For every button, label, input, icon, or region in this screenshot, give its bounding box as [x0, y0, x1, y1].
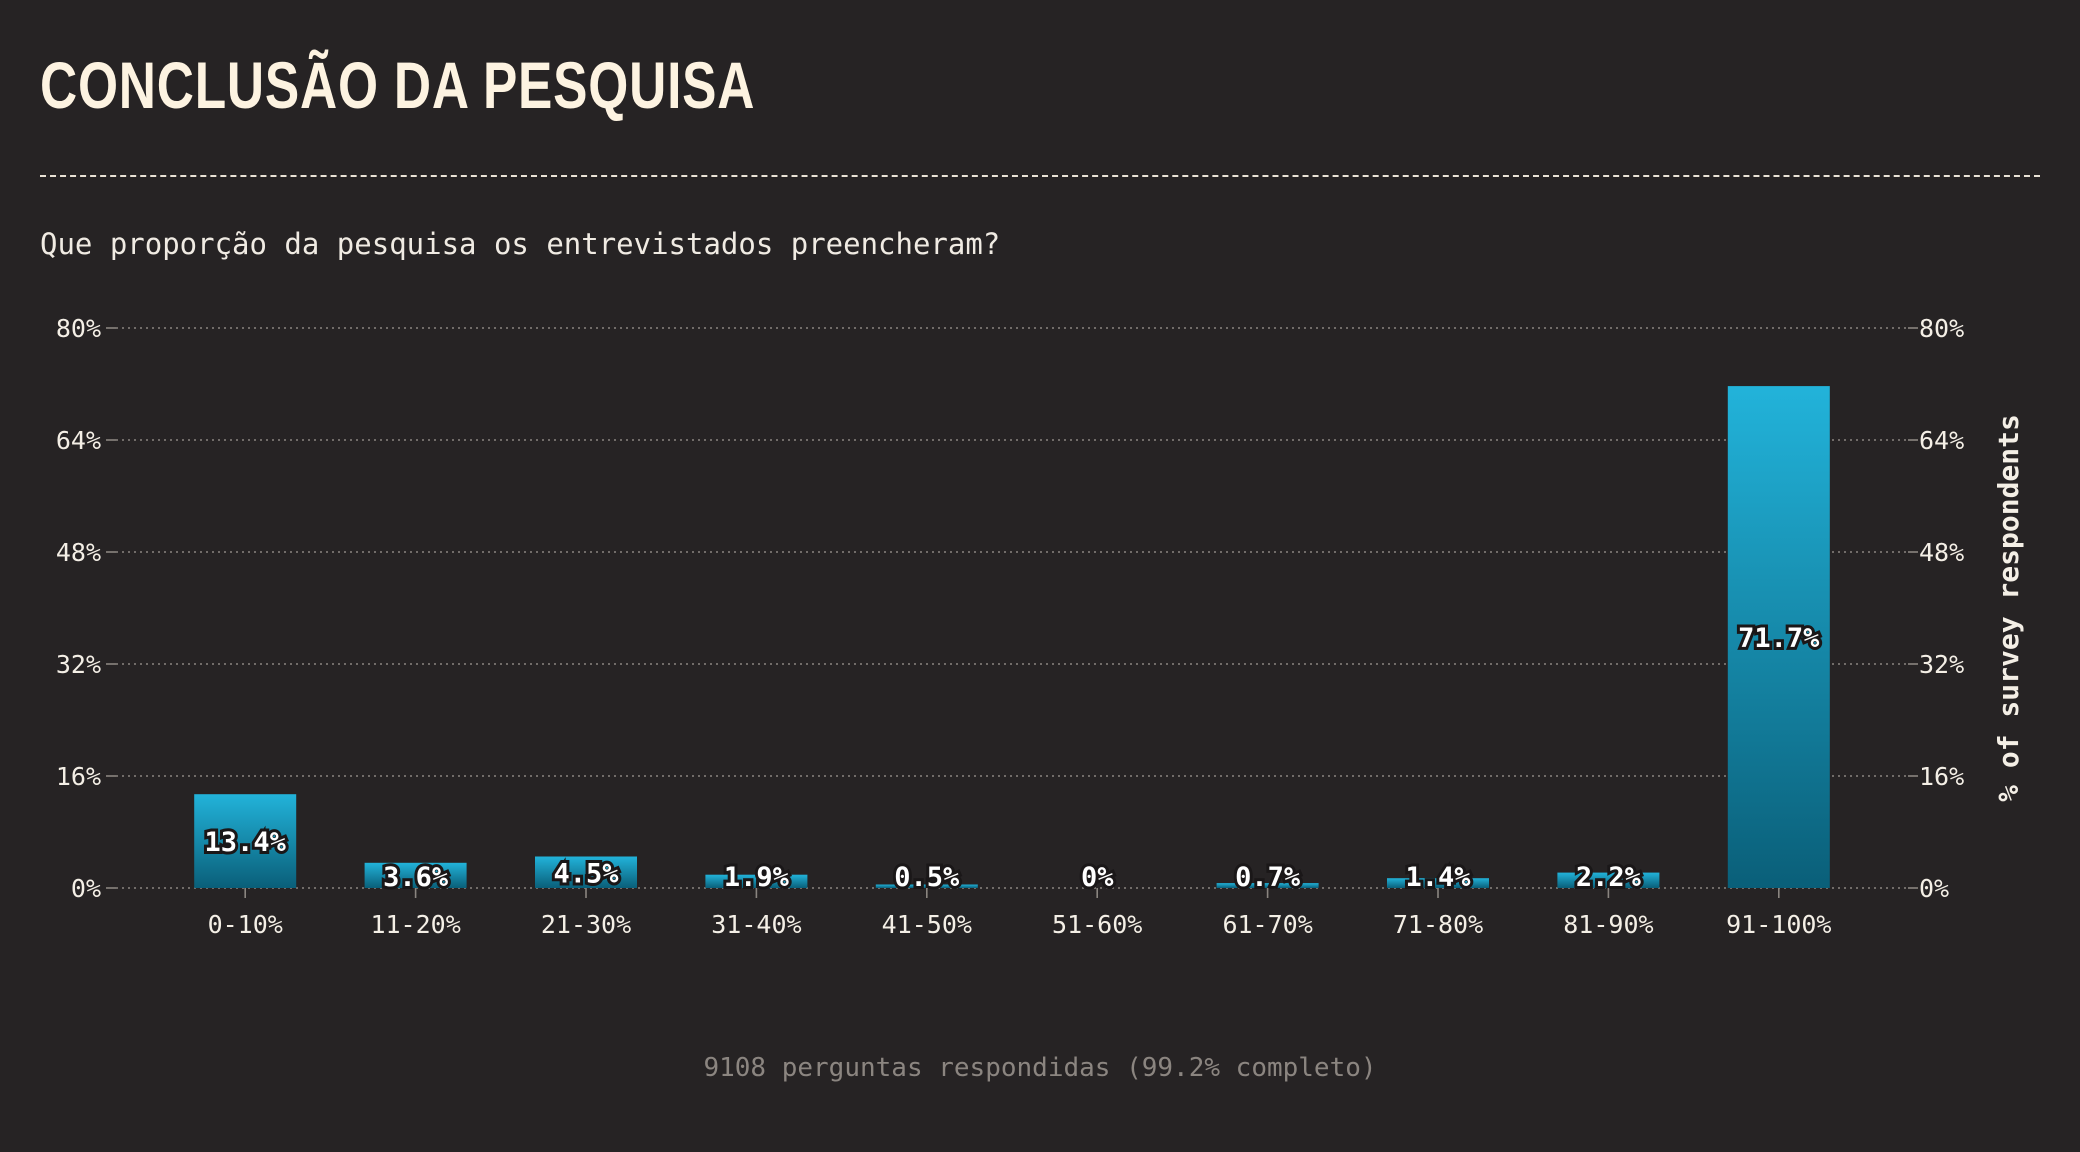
- footer-note: 9108 perguntas respondidas (99.2% comple…: [703, 1053, 1377, 1083]
- x-tick-label: 31-40%: [711, 910, 801, 939]
- x-tick-label: 71-80%: [1393, 910, 1483, 939]
- y-tick-label-right: 32%: [1919, 650, 1964, 679]
- data-label: 2.2%: [1576, 862, 1642, 893]
- value-labels: 13.4%3.6% 4.5% 1.9% 0.5% 0% 0.7% 1.4% 2.2%71.7%: [202, 620, 1824, 896]
- x-tick-label: 81-90%: [1563, 910, 1653, 939]
- bar-81-90%: [1557, 872, 1660, 888]
- y-tick-label-left: 80%: [56, 314, 101, 343]
- bar-0-10%: [194, 794, 297, 888]
- data-label: 4.5%: [553, 858, 619, 889]
- gridlines: [116, 327, 1908, 889]
- bar-41-50%: [875, 884, 978, 888]
- bar-71-80%: [1387, 878, 1489, 888]
- y-tick-label-right: 16%: [1919, 762, 1964, 791]
- bar-11-20%: [364, 862, 467, 888]
- axes: 0% 0% 16% 16% 32% 32% 48% 48% 64% 64% 80% 80% % of s…: [56, 314, 2025, 939]
- y-tick-label-right: 80%: [1919, 314, 1964, 343]
- x-tick-label: 41-50%: [882, 910, 972, 939]
- bar-91-100%: [1727, 386, 1830, 888]
- bar-21-30%: [535, 856, 637, 888]
- y-tick-label-left: 32%: [56, 650, 101, 679]
- x-tick-label: 91-100%: [1726, 910, 1831, 939]
- data-label: 71.7%: [1738, 623, 1820, 654]
- data-label: 13.4%: [205, 827, 287, 858]
- chart-subtitle: Que proporção da pesquisa os entrevistad…: [40, 227, 1001, 261]
- y-tick-label-right: 0%: [1919, 874, 1949, 903]
- bar-31-40%: [705, 874, 808, 888]
- bar-61-70%: [1216, 883, 1319, 888]
- title-divider: [40, 175, 2040, 177]
- y-tick-label-left: 16%: [56, 762, 101, 791]
- x-tick-label: 61-70%: [1222, 910, 1312, 939]
- x-tick-label: 51-60%: [1052, 910, 1142, 939]
- y-axis-title: % of survey respondents: [1992, 414, 2025, 802]
- page-title: CONCLUSÃO DA PESQUISA: [40, 48, 756, 122]
- x-tick-label: 11-20%: [370, 910, 460, 939]
- y-tick-label-left: 0%: [71, 874, 101, 903]
- bars: [194, 386, 1830, 888]
- data-label: 3.6%: [383, 862, 449, 893]
- x-tick-label: 0-10%: [208, 910, 283, 939]
- y-tick-label-right: 64%: [1919, 426, 1964, 455]
- y-tick-label-left: 48%: [56, 538, 101, 567]
- x-tick-label: 21-30%: [541, 910, 631, 939]
- y-tick-label-left: 64%: [56, 426, 101, 455]
- y-tick-label-right: 48%: [1919, 538, 1964, 567]
